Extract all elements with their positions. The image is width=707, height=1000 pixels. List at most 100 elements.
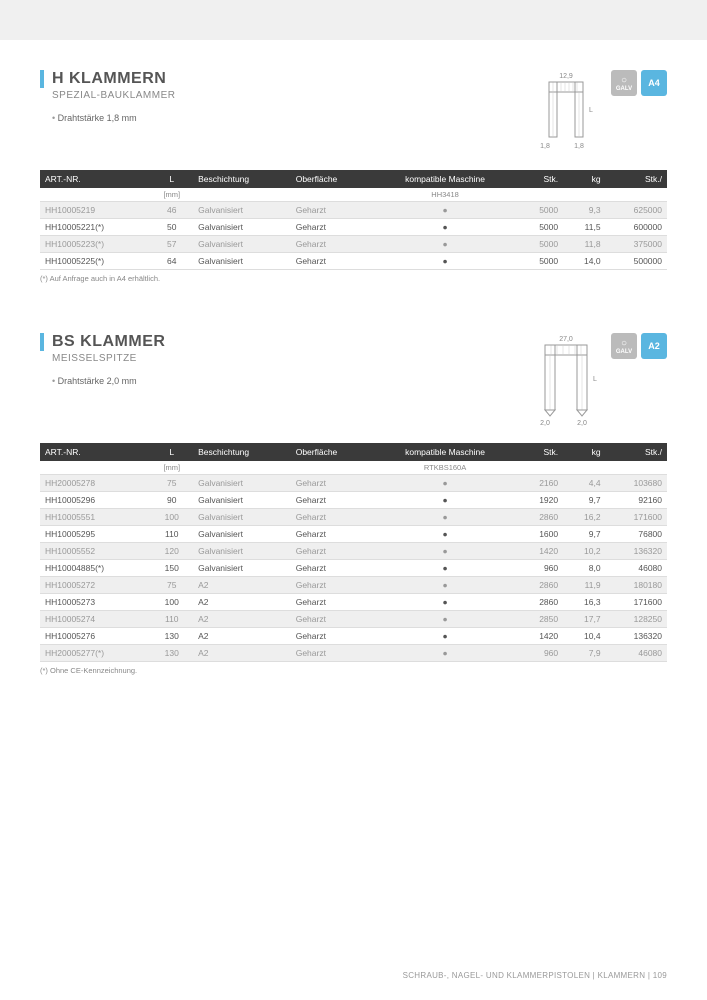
table-cell: Geharzt [291,509,374,526]
badge-a4: A4 [641,70,667,96]
table-row: HH10005274110A2Geharzt●285017,7128250 [40,611,667,628]
table-cell: 2860 [517,509,563,526]
table-cell: 1420 [517,543,563,560]
table-cell: 110 [150,526,193,543]
table-cell: HH10005274 [40,611,150,628]
table-cell: HH10005219 [40,202,150,219]
col-kg: kg [563,170,605,188]
col-stk: Stk. [517,170,563,188]
table-row: HH10005221(*)50GalvanisiertGeharzt●50001… [40,219,667,236]
page-footer: SCHRAUB-, NAGEL- UND KLAMMERPISTOLEN | K… [403,971,667,980]
table-cell: HH10005551 [40,509,150,526]
table-cell: Geharzt [291,492,374,509]
table-cell: 5000 [517,219,563,236]
subheader-cell [193,461,291,475]
table-cell: A2 [193,628,291,645]
col-l: L [150,443,193,461]
badge-a2: A2 [641,333,667,359]
table-cell: 9,7 [563,492,605,509]
table-row: HH1000529690GalvanisiertGeharzt●19209,79… [40,492,667,509]
table-cell: 2860 [517,577,563,594]
subheader-cell: [mm] [150,188,193,202]
table-cell: Galvanisiert [193,509,291,526]
table-cell: HH10005296 [40,492,150,509]
table-cell: 960 [517,645,563,662]
col-komp: kompatible Maschine [373,170,517,188]
table-cell: 11,5 [563,219,605,236]
table-cell: ● [373,475,517,492]
footnote-2: (*) Ohne CE-Kennzeichnung. [40,666,667,675]
table-cell: Geharzt [291,611,374,628]
table-cell: 16,3 [563,594,605,611]
table-cell: 120 [150,543,193,560]
table-cell: Geharzt [291,577,374,594]
table-cell: 150 [150,560,193,577]
footnote-1: (*) Auf Anfrage auch in A4 erhältlich. [40,274,667,283]
table-cell: 50 [150,219,193,236]
product-table-1: ART.-NR. L Beschichtung Oberfläche kompa… [40,170,667,270]
spec-item: Drahtstärke 1,8 mm [52,113,521,123]
title-block: H KLAMMERN SPEZIAL-BAUKLAMMER Drahtstärk… [40,70,521,123]
badge-galv: GALV [611,333,637,359]
subheader-cell [606,461,667,475]
dim-bl: 2,0 [540,420,550,427]
table-cell: HH10005276 [40,628,150,645]
section-h-klammern: H KLAMMERN SPEZIAL-BAUKLAMMER Drahtstärk… [40,70,667,283]
table-cell: 171600 [606,509,667,526]
table-cell: 960 [517,560,563,577]
table-cell: Galvanisiert [193,219,291,236]
subheader-cell [517,461,563,475]
table-cell: HH10005295 [40,526,150,543]
table-cell: Galvanisiert [193,202,291,219]
section-subtitle: SPEZIAL-BAUKLAMMER [52,90,521,101]
badges: GALV A2 [611,333,667,359]
table-cell: A2 [193,577,291,594]
table-cell: Geharzt [291,645,374,662]
table-cell: Geharzt [291,253,374,270]
table-cell: 17,7 [563,611,605,628]
table-cell: ● [373,611,517,628]
table-cell: 90 [150,492,193,509]
top-bar [0,0,707,40]
table-cell: 103680 [606,475,667,492]
table-cell: 130 [150,645,193,662]
accent-bar [40,333,44,351]
table-cell: HH10004885(*) [40,560,150,577]
table-cell: Geharzt [291,236,374,253]
table-cell: 64 [150,253,193,270]
table-header-row: ART.-NR. L Beschichtung Oberfläche kompa… [40,443,667,461]
table-cell: 136320 [606,628,667,645]
table-cell: 2850 [517,611,563,628]
table-cell: 130 [150,628,193,645]
table-row: HH1000521946GalvanisiertGeharzt●50009,36… [40,202,667,219]
table-cell: 75 [150,577,193,594]
table-cell: 46 [150,202,193,219]
table-cell: 9,7 [563,526,605,543]
table-cell: ● [373,628,517,645]
staple-diagram: 27,0 L 2,0 2,0 [521,333,611,428]
table-cell: Geharzt [291,219,374,236]
table-cell: 110 [150,611,193,628]
col-art: ART.-NR. [40,443,150,461]
table-cell: ● [373,526,517,543]
subheader-cell: HH3418 [373,188,517,202]
section-header: BS KLAMMER MEISSELSPITZE Drahtstärke 2,0… [40,333,667,428]
table-cell: Geharzt [291,560,374,577]
table-cell: 10,4 [563,628,605,645]
table-cell: A2 [193,645,291,662]
table-cell: 375000 [606,236,667,253]
dim-side: L [593,376,597,383]
table-cell: 1420 [517,628,563,645]
subheader-cell: RTKBS160A [373,461,517,475]
col-ober: Oberfläche [291,170,374,188]
subheader-cell [563,188,605,202]
subheader-cell [193,188,291,202]
table-cell: A2 [193,594,291,611]
table-cell: ● [373,236,517,253]
table-cell: 7,9 [563,645,605,662]
table-cell: 57 [150,236,193,253]
table-cell: 2860 [517,594,563,611]
spec-list: Drahtstärke 1,8 mm [52,113,521,123]
table-cell: 500000 [606,253,667,270]
table-cell: 46080 [606,645,667,662]
